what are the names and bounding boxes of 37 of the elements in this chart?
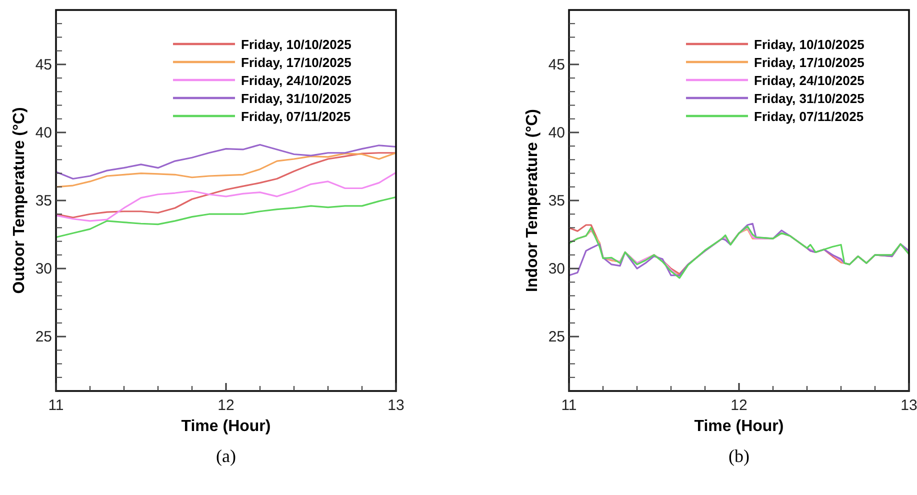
line-series xyxy=(55,152,397,218)
y-tick-label: 25 xyxy=(548,328,565,346)
y-axis-title: Indoor Temperature (°C) xyxy=(524,109,541,292)
y-tick-label: 35 xyxy=(35,192,52,210)
legend-label: Friday, 10/10/2025 xyxy=(754,37,864,52)
y-tick-label: 40 xyxy=(548,124,565,142)
x-tick-label: 11 xyxy=(48,397,64,414)
line-series xyxy=(55,144,397,180)
y-tick-label: 25 xyxy=(35,328,52,346)
legend-label: Friday, 24/10/2025 xyxy=(754,73,864,88)
legend-label: Friday, 07/11/2025 xyxy=(241,109,351,124)
legend-label: Friday, 07/11/2025 xyxy=(754,109,864,124)
legend-label: Friday, 10/10/2025 xyxy=(241,37,352,52)
x-axis-title: Time (Hour) xyxy=(181,418,271,435)
y-tick-label: 35 xyxy=(548,192,565,210)
line-series xyxy=(55,196,397,238)
y-tick-label: 45 xyxy=(548,56,565,74)
line-series xyxy=(55,172,397,222)
legend-label: Friday, 31/10/2025 xyxy=(241,91,352,106)
x-tick-label: 13 xyxy=(900,397,917,414)
y-tick-label: 30 xyxy=(548,260,565,278)
x-tick-label: 13 xyxy=(388,397,404,414)
y-tick-label: 45 xyxy=(35,56,52,74)
x-tick-label: 12 xyxy=(730,397,748,414)
x-tick-label: 11 xyxy=(561,397,577,414)
y-tick-label: 40 xyxy=(35,124,52,142)
legend-label: Friday, 17/10/2025 xyxy=(241,55,352,70)
x-tick-label: 12 xyxy=(218,397,234,414)
text: (a) xyxy=(216,446,236,466)
line-series xyxy=(55,152,397,188)
legend-label: Friday, 31/10/2025 xyxy=(754,91,864,106)
text: (b) xyxy=(728,446,750,466)
legend-label: Friday, 24/10/2025 xyxy=(241,73,352,88)
y-axis-title: Outoor Temperature (°C) xyxy=(11,107,28,294)
x-axis-title: Time (Hour) xyxy=(694,418,784,435)
y-tick-label: 30 xyxy=(35,260,52,278)
legend-label: Friday, 17/10/2025 xyxy=(754,55,864,70)
